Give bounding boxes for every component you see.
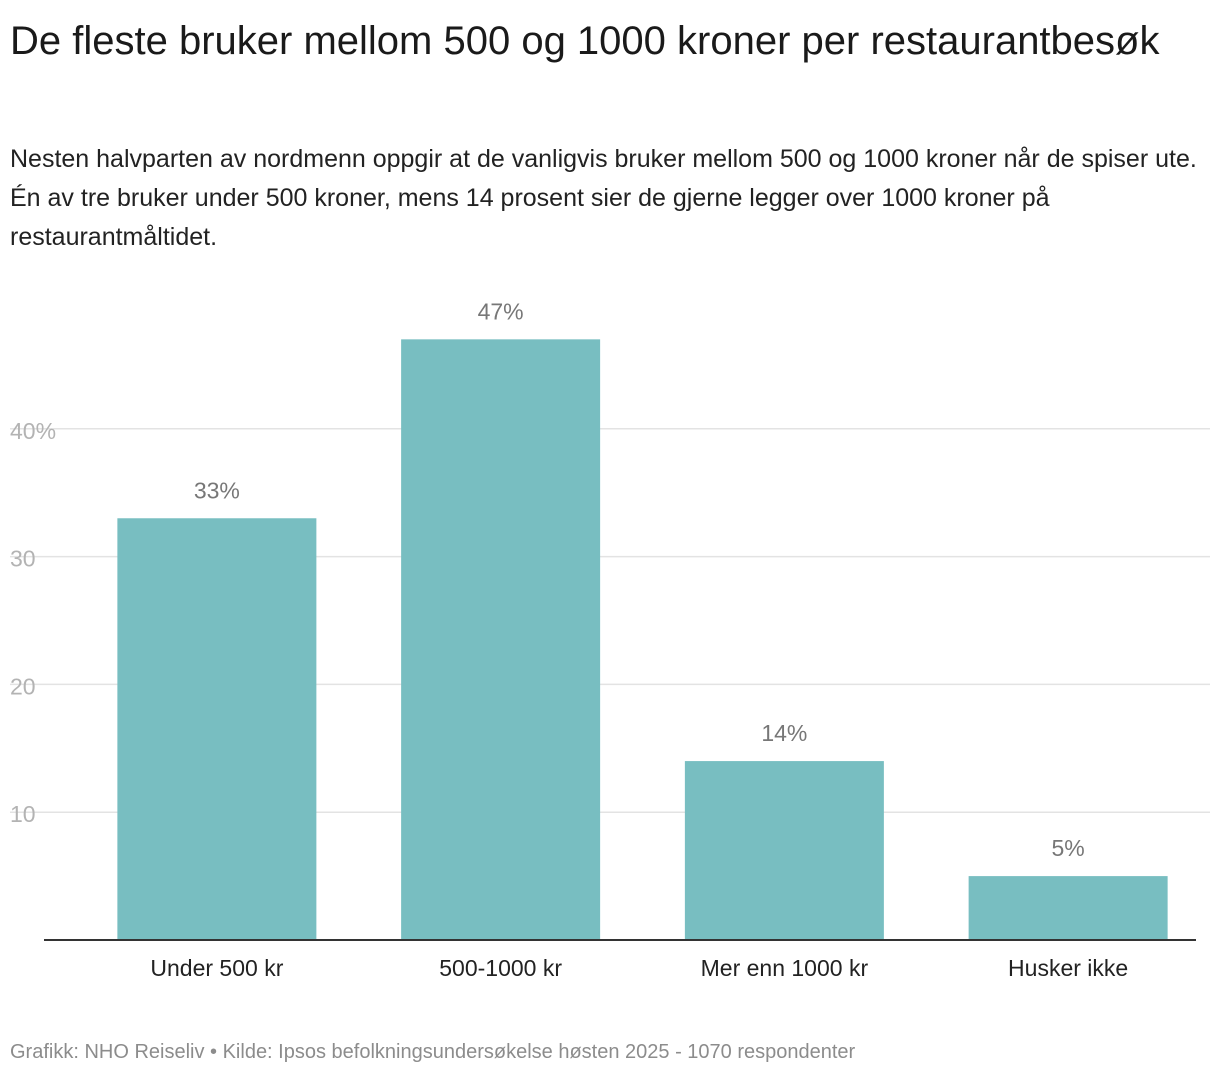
source-footer: Grafikk: NHO Reiseliv • Kilde: Ipsos bef… bbox=[10, 1041, 856, 1063]
y-tick-label: 20 bbox=[10, 673, 36, 699]
category-label: Husker ikke bbox=[1008, 955, 1128, 981]
y-tick-label: 40% bbox=[10, 418, 56, 444]
bar-value-label: 33% bbox=[194, 477, 240, 503]
chart-title: De fleste bruker mellom 500 og 1000 kron… bbox=[10, 19, 1160, 63]
category-label: 500-1000 kr bbox=[439, 955, 562, 981]
bar-value-label: 14% bbox=[761, 720, 807, 746]
bar-value-label: 47% bbox=[478, 298, 524, 324]
bar bbox=[968, 876, 1168, 940]
bar bbox=[401, 339, 601, 941]
bars bbox=[117, 339, 1168, 941]
category-label: Under 500 kr bbox=[150, 955, 283, 981]
bar bbox=[684, 761, 884, 940]
chart-subtitle: Nesten halvparten av nordmenn oppgir at … bbox=[10, 145, 1197, 251]
y-tick-label: 30 bbox=[10, 546, 36, 572]
bar bbox=[117, 518, 317, 940]
category-label: Mer enn 1000 kr bbox=[701, 955, 869, 981]
y-tick-label: 10 bbox=[10, 801, 36, 827]
labels: 10 20 30 40% 33% Under 500 kr 47% 500-1000 kr 14… bbox=[10, 298, 1128, 981]
bar-value-label: 5% bbox=[1052, 835, 1085, 861]
